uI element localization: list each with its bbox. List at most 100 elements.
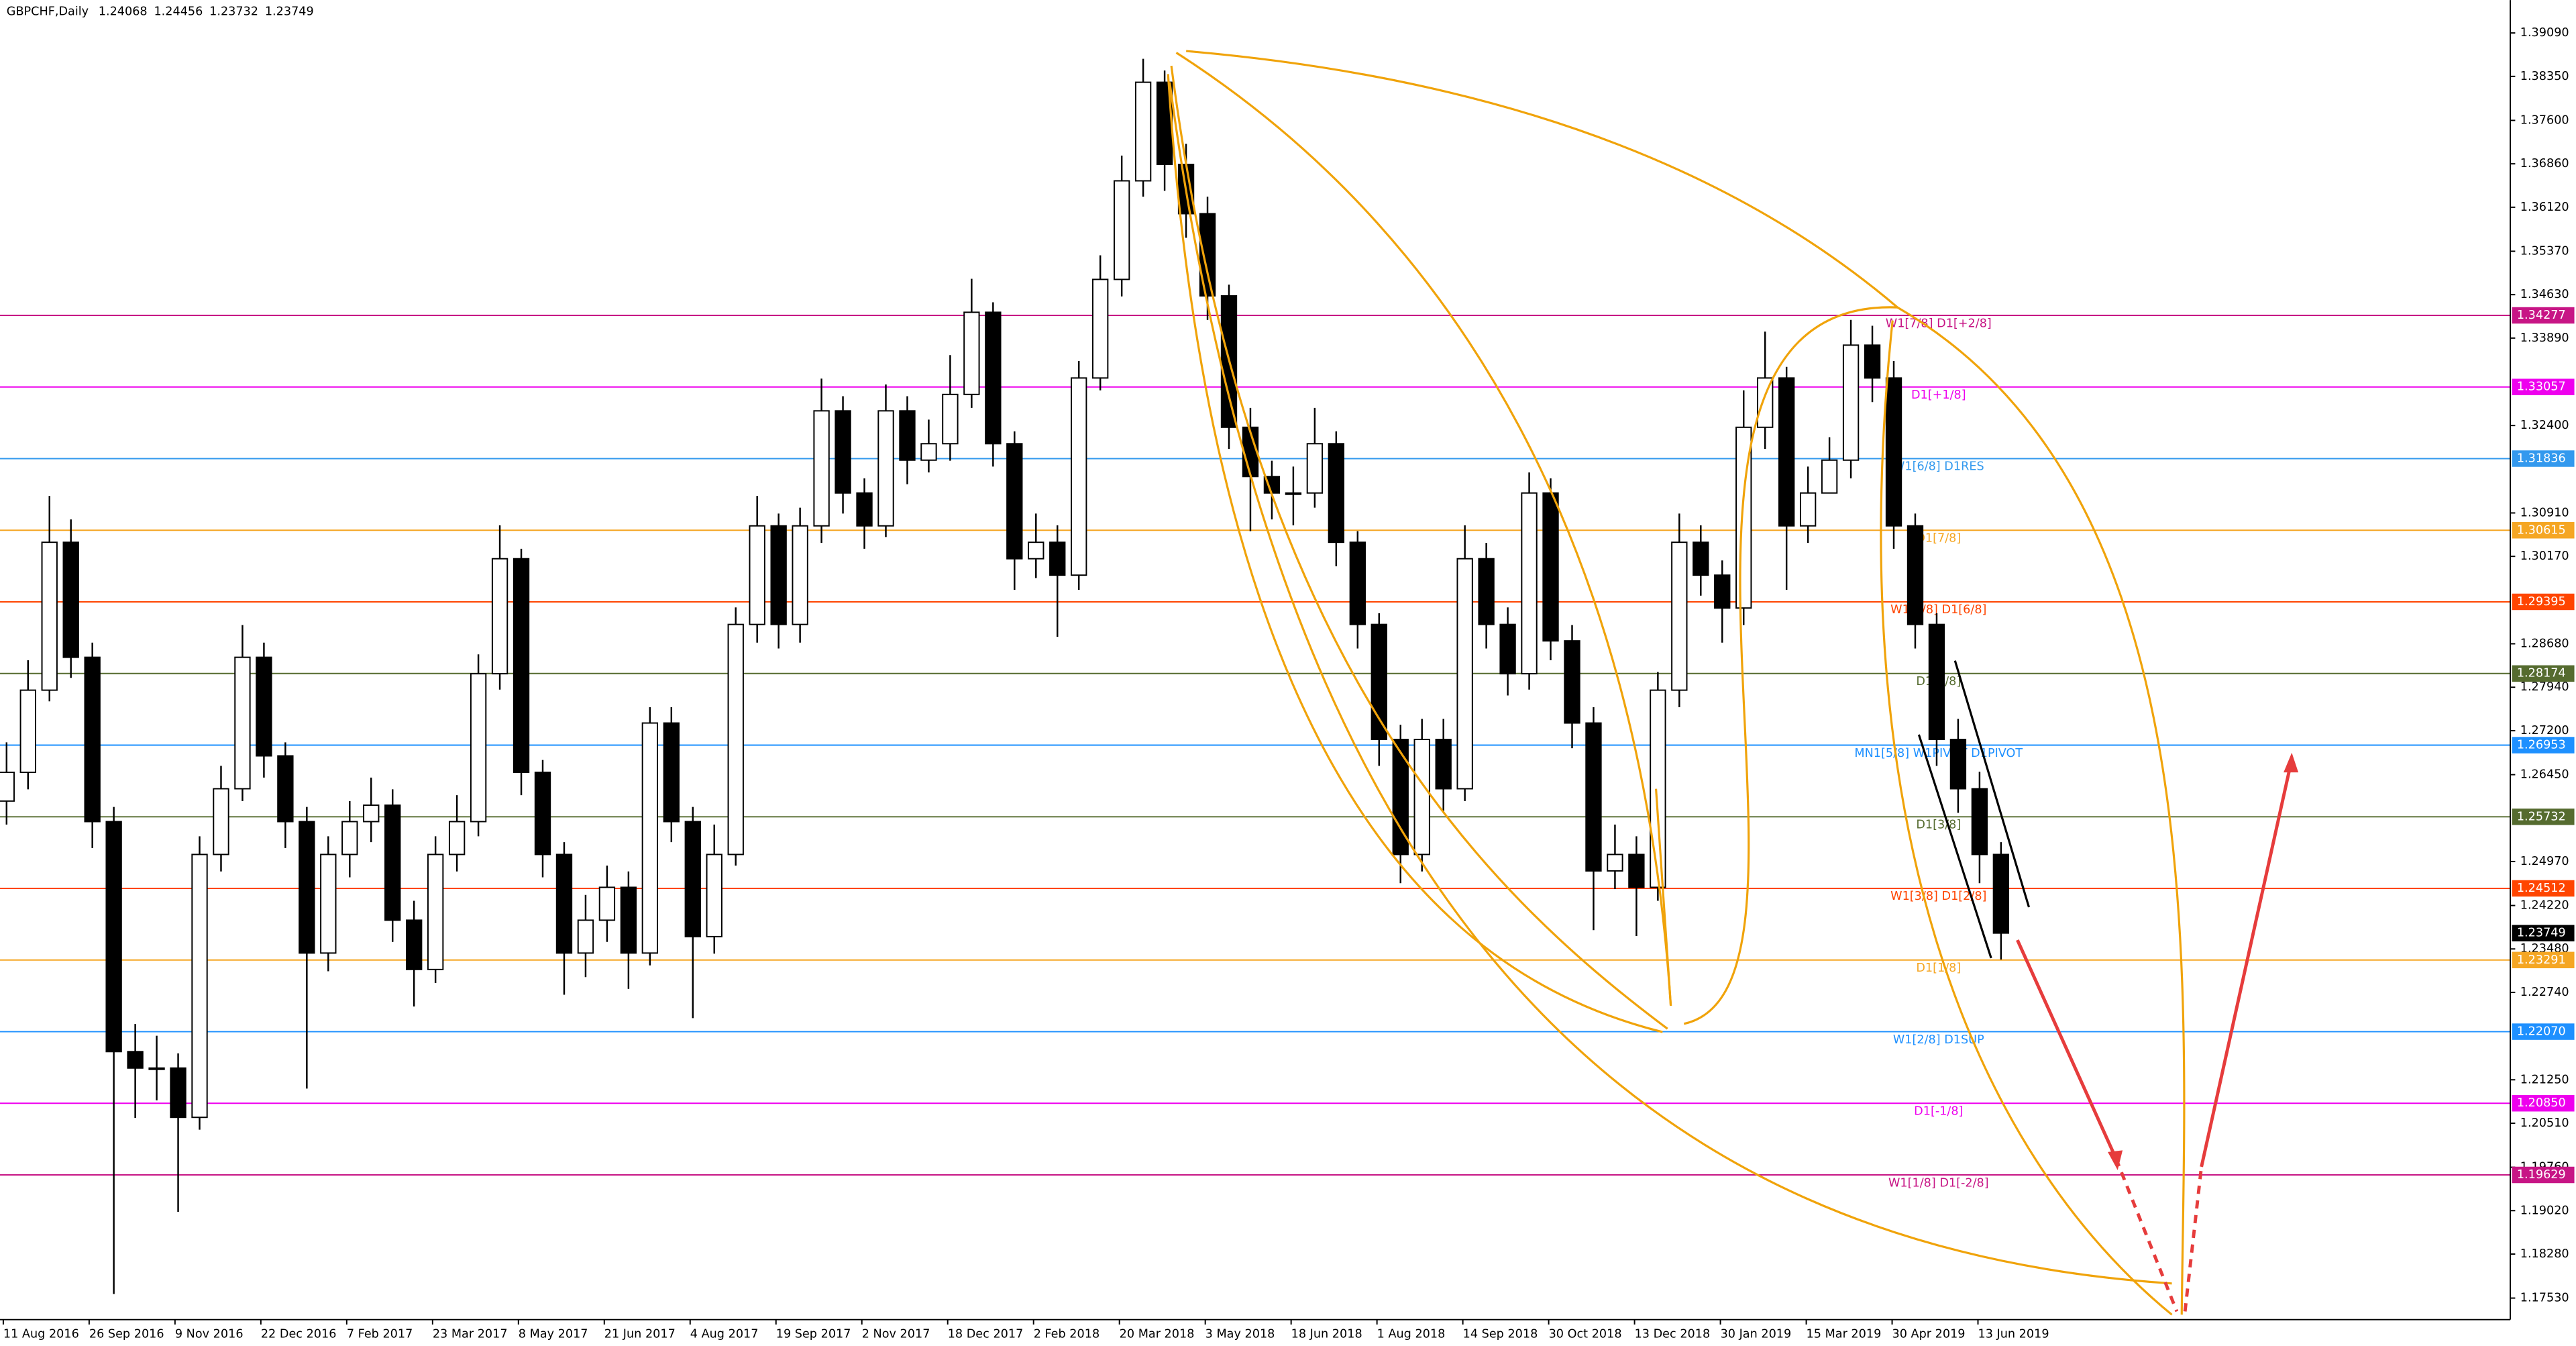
price-tag-label: 1.26953 — [2517, 739, 2566, 752]
candle-body — [641, 722, 659, 954]
candle-body — [1092, 278, 1109, 379]
candle-body — [1778, 377, 1795, 527]
arc — [1880, 320, 2173, 1316]
level-label: W1[5/8] D1[6/8] — [1890, 603, 1986, 617]
candle-body — [170, 1067, 186, 1119]
candle-body — [1478, 558, 1495, 625]
candle-body — [1714, 574, 1731, 609]
y-tick-label: 1.28680 — [2520, 637, 2569, 650]
x-tick-label: 18 Jun 2018 — [1291, 1328, 1362, 1341]
candle-body — [1413, 739, 1430, 856]
quote: 1.23749 — [265, 5, 314, 18]
x-tick-label: 14 Sep 2018 — [1463, 1328, 1538, 1341]
price-tag-label: 1.24512 — [2517, 882, 2566, 895]
price-tag-label: 1.22070 — [2517, 1025, 2566, 1039]
candle-body — [985, 311, 1002, 445]
candle-body — [127, 1051, 144, 1069]
arc — [1683, 306, 1898, 1025]
candle-body — [942, 393, 959, 445]
candle-body — [1134, 81, 1152, 182]
y-tick-label: 1.17530 — [2520, 1292, 2569, 1305]
candle-body — [0, 772, 15, 802]
candle-body — [148, 1067, 165, 1070]
trend-lines — [1917, 660, 2031, 959]
x-tick-label: 30 Apr 2019 — [1892, 1328, 1966, 1341]
candle-body — [1885, 377, 1902, 527]
price-tag — [2512, 665, 2575, 682]
candle-body — [513, 558, 530, 773]
candle-body — [277, 755, 294, 823]
price-tag — [2512, 880, 2575, 897]
chart-header: GBPCHF,Daily 1.24068 1.24456 1.23732 1.23749 — [7, 5, 314, 18]
level-label: W1[7/8] D1[+2/8] — [1886, 317, 1992, 330]
x-tick-label: 2 Nov 2017 — [862, 1328, 930, 1341]
candle-body — [448, 821, 466, 856]
candle-body — [1456, 558, 1473, 790]
x-tick-label: 19 Sep 2017 — [776, 1328, 851, 1341]
candle-body — [1199, 213, 1216, 297]
price-tag — [2512, 1166, 2575, 1184]
arc — [1175, 52, 1672, 1006]
level-label: D1[7/8] — [1916, 532, 1961, 546]
price-tag — [2512, 593, 2575, 611]
candle-body — [684, 821, 701, 937]
arc — [1186, 50, 1898, 309]
y-tick-label: 1.30910 — [2520, 506, 2569, 519]
candle-body — [1564, 640, 1580, 724]
candle-body — [1392, 739, 1409, 856]
quote: 1.24456 — [154, 5, 203, 18]
candle-body — [835, 410, 851, 494]
candle-body — [62, 541, 79, 658]
price-tag-label: 1.29395 — [2517, 595, 2566, 609]
candle-body — [792, 525, 808, 625]
price-tag-label: 1.34277 — [2517, 309, 2566, 322]
candle-body — [1049, 541, 1066, 576]
candle-body — [1971, 788, 1988, 856]
candle-body — [470, 673, 487, 823]
candle-body — [1435, 739, 1452, 790]
x-tick-label: 7 Feb 2017 — [347, 1328, 413, 1341]
candle-body — [877, 410, 894, 527]
level-label: W1[1/8] D1[-2/8] — [1888, 1176, 1989, 1190]
arc — [1170, 65, 1668, 1030]
level-label: D1[3/8] — [1916, 819, 1961, 832]
y-tick-label: 1.20510 — [2520, 1117, 2569, 1130]
candle-body — [706, 853, 722, 937]
candle-body — [1671, 541, 1688, 691]
arc — [1169, 82, 2172, 1285]
candle-body — [663, 722, 680, 823]
x-tick-label: 18 Dec 2017 — [948, 1328, 1024, 1341]
candle-body — [363, 805, 380, 823]
arc — [1654, 788, 1672, 1006]
arc — [1896, 306, 2186, 1315]
forecast-arrow — [2016, 939, 2118, 1159]
y-tick-label: 1.27200 — [2520, 724, 2569, 737]
quote: 1.24068 — [99, 5, 148, 18]
candle-body — [1799, 492, 1817, 527]
candle-body — [598, 886, 616, 921]
price-tag-label: 1.19629 — [2517, 1168, 2566, 1182]
y-tick-label: 1.32400 — [2520, 419, 2569, 432]
x-tick-label: 8 May 2017 — [519, 1328, 588, 1341]
x-tick-label: 13 Jun 2019 — [1978, 1328, 2049, 1341]
candle-body — [213, 788, 229, 856]
price-tag — [2512, 1094, 2575, 1112]
price-tag-label: 1.33057 — [2517, 380, 2566, 394]
y-tick-label: 1.30170 — [2520, 550, 2569, 563]
price-tag-label: 1.31836 — [2517, 452, 2566, 465]
candle-body — [19, 689, 36, 773]
last-price-label: 1.23749 — [2517, 927, 2566, 940]
candle-body — [1907, 525, 1924, 625]
candle-body — [491, 558, 508, 675]
level-label: W1[3/8] D1[2/8] — [1890, 890, 1986, 903]
candle-body — [1521, 492, 1538, 675]
level-label: D1[+1/8] — [1911, 389, 1966, 402]
candle-body — [577, 919, 594, 954]
candle-body — [899, 410, 916, 461]
y-tick-label: 1.36120 — [2520, 201, 2569, 214]
symbol: GBPCHF,Daily — [7, 5, 89, 18]
candle-body — [1928, 623, 1945, 741]
candle-body — [1585, 722, 1602, 872]
candle-body — [256, 656, 272, 757]
